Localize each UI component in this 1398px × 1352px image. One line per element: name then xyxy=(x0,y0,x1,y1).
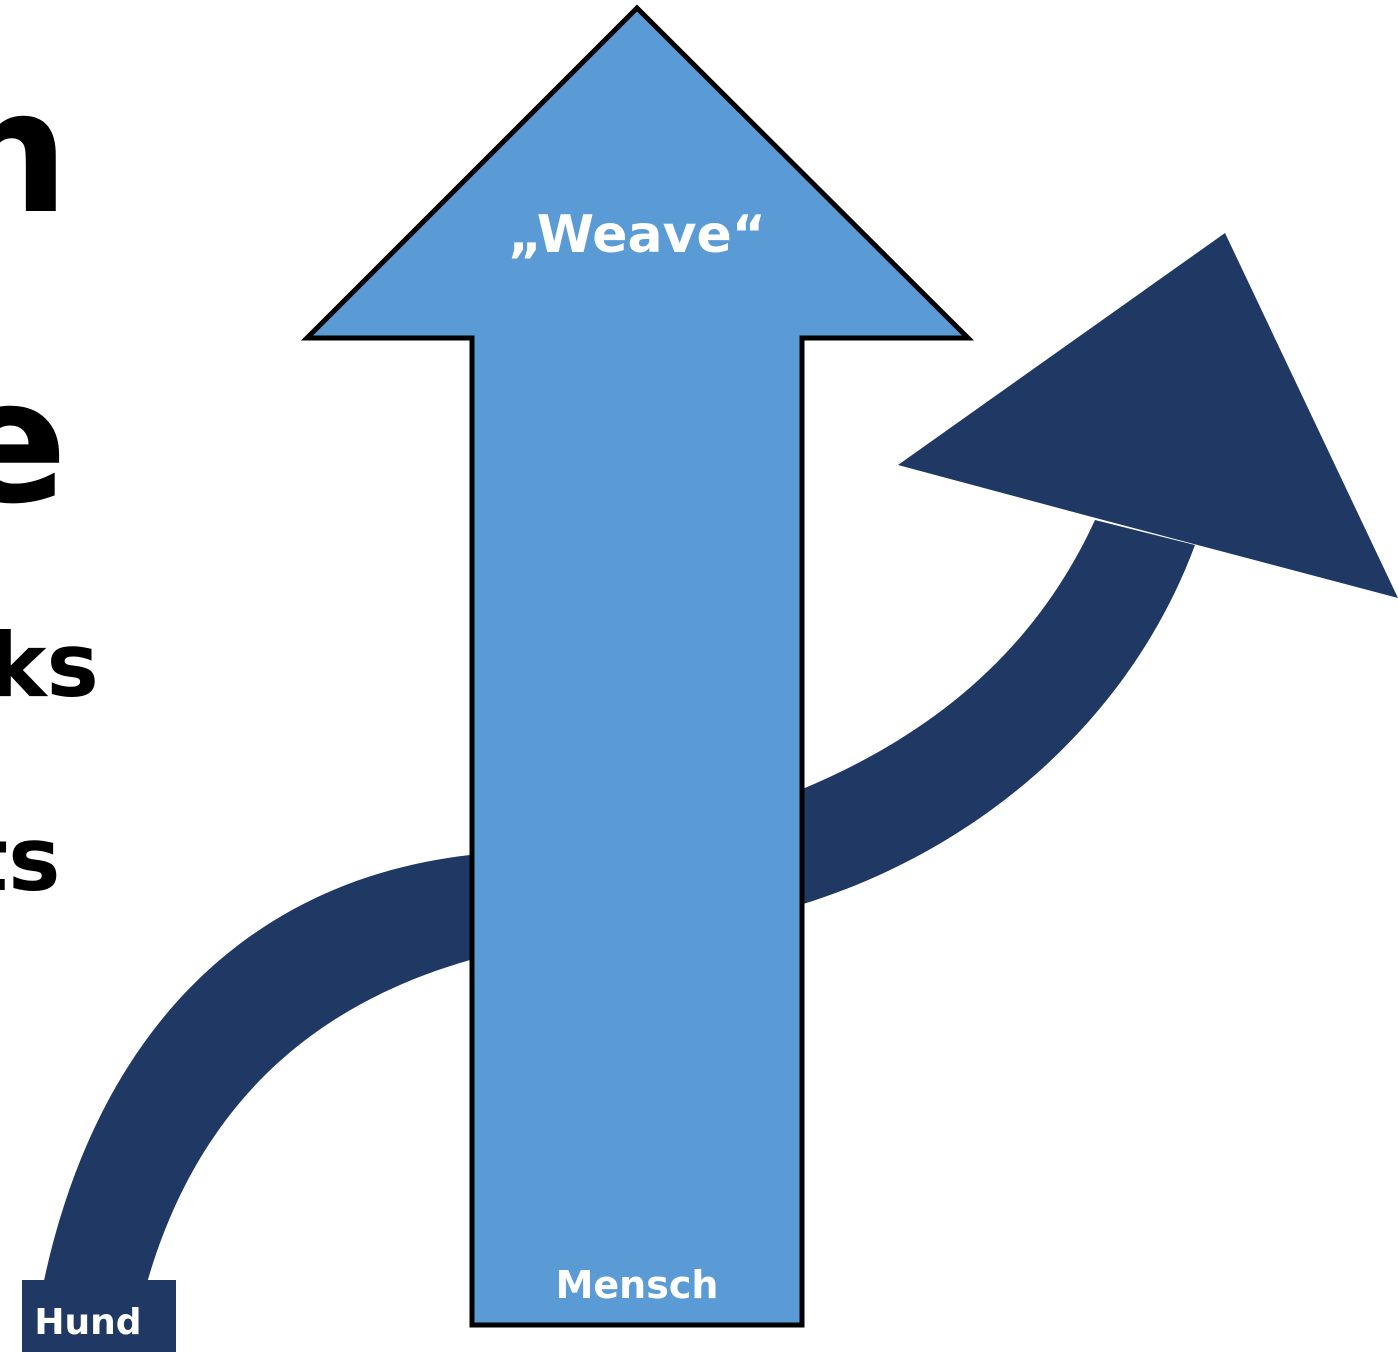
curved-arrow-body xyxy=(42,855,470,1290)
up-arrow xyxy=(300,4,975,1328)
hund-label: Hund xyxy=(34,1302,141,1343)
cropped-bullet-line-2: ts xyxy=(0,808,61,911)
mensch-label: Mensch xyxy=(556,1263,719,1307)
curved-arrow-body-right xyxy=(800,520,1195,905)
cropped-heading-line-1: n xyxy=(0,54,70,252)
hund-label-box xyxy=(22,1280,176,1352)
curved-arrow-head xyxy=(898,233,1398,598)
cropped-heading-line-2: e xyxy=(0,344,68,542)
weave-label: „Weave“ xyxy=(508,205,766,265)
cropped-bullet-line-1: ks xyxy=(0,614,99,717)
